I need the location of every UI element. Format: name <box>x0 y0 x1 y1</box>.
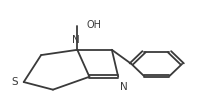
Text: N: N <box>120 82 127 92</box>
Text: N: N <box>72 35 80 45</box>
Text: OH: OH <box>87 20 102 30</box>
Text: S: S <box>12 77 19 87</box>
